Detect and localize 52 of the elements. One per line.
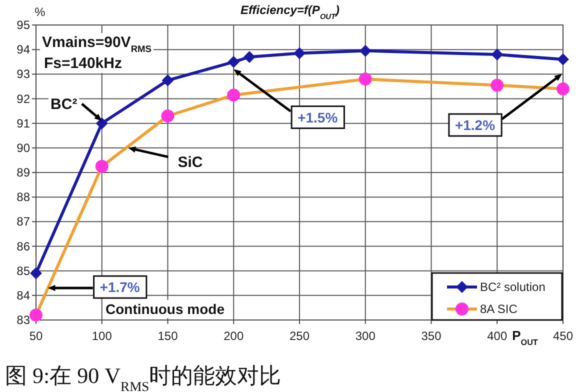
point (227, 88, 240, 102)
y-tick-label: 87 (16, 214, 30, 229)
y-tick-label: 89 (16, 166, 30, 180)
y-axis-title: % (34, 5, 46, 19)
annotation: SiC (178, 154, 203, 171)
annotation: Fs=140kHz (44, 55, 122, 72)
y-tick-label: 83 (16, 313, 30, 327)
point (162, 74, 174, 86)
x-tick-label: 150 (158, 329, 178, 343)
x-tick-label: 250 (289, 329, 310, 343)
caption: 图 9:在 90 V$_{RMS}$时的能效对比 (5, 363, 282, 392)
y-tick-label: 86 (16, 239, 30, 254)
y-tick-label: 85 (16, 264, 30, 278)
x-tick-label: 300 (355, 329, 376, 343)
y-tick-label: 94 (16, 42, 30, 57)
point (96, 117, 108, 130)
annotation: BC² (50, 96, 78, 113)
point (358, 72, 372, 86)
y-tick-label: 93 (16, 67, 30, 82)
x-tick-label: 350 (421, 329, 442, 343)
point (557, 53, 569, 66)
x-tick-label: 50 (29, 329, 43, 343)
point (95, 160, 108, 173)
point (30, 308, 42, 322)
point (491, 48, 504, 60)
annotation: +1.7% (100, 279, 140, 296)
point (490, 78, 504, 92)
point (294, 47, 306, 60)
y-tick-label: 91 (16, 116, 30, 130)
y-tick-label: 88 (16, 190, 30, 204)
y-tick-label: 92 (16, 92, 30, 106)
point (161, 109, 174, 122)
point (359, 44, 372, 57)
point (228, 56, 240, 68)
annotation: Continuous mode (106, 301, 225, 317)
y-tick-label: 95 (16, 18, 30, 32)
legend-label: 8A SIC (480, 302, 518, 316)
annotation: +1.2% (454, 117, 496, 133)
y-tick-label: 90 (16, 140, 30, 155)
annotation: Vmains=90V$_{RMS}$ (42, 34, 152, 54)
point (30, 267, 42, 280)
point (556, 82, 570, 96)
x-tick-label: 100 (92, 329, 112, 343)
y-tick-label: 84 (16, 288, 30, 302)
x-tick-label: 400 (487, 329, 508, 343)
x-axis-title: P$_{OUT}$ (512, 328, 538, 346)
x-tick-label: 450 (552, 329, 574, 343)
chart-title: Efficiency=f(P$_{OUT}$) (240, 3, 340, 20)
annotation: +1.5% (298, 109, 338, 126)
x-tick-label: 200 (224, 329, 244, 343)
legend-label: BC² solution (480, 280, 546, 294)
point (243, 50, 256, 63)
